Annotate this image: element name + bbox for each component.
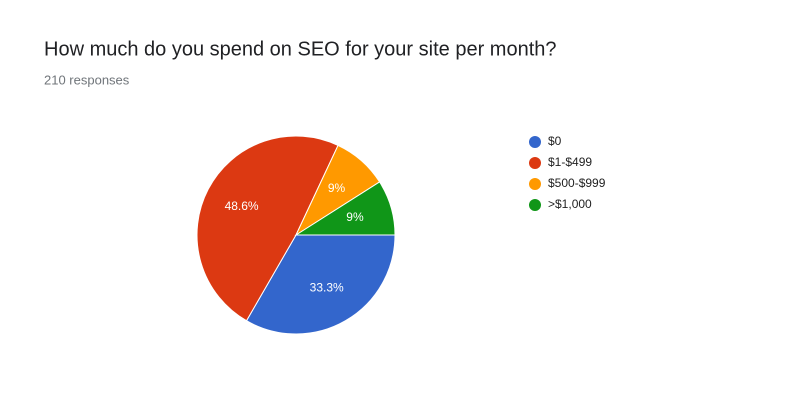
- legend-swatch: [529, 178, 541, 190]
- legend-swatch: [529, 199, 541, 211]
- legend-label: >$1,000: [548, 197, 592, 211]
- pie-slice: [294, 181, 396, 236]
- legend-swatch: [529, 136, 541, 148]
- legend-label: $1-$499: [548, 155, 592, 169]
- pie-slice: [196, 135, 339, 322]
- chart-title: How much do you spend on SEO for your si…: [44, 38, 557, 60]
- legend-label: $0: [548, 134, 562, 148]
- pie-slice: [245, 234, 396, 335]
- chart-subtitle: 210 responses: [44, 72, 130, 87]
- legend-swatch: [529, 157, 541, 169]
- slice-label: 48.6%: [225, 199, 259, 213]
- slice-label: 9%: [328, 181, 346, 195]
- slice-label: 9%: [346, 210, 364, 224]
- legend-label: $500-$999: [548, 176, 606, 190]
- slice-label: 33.3%: [310, 280, 344, 294]
